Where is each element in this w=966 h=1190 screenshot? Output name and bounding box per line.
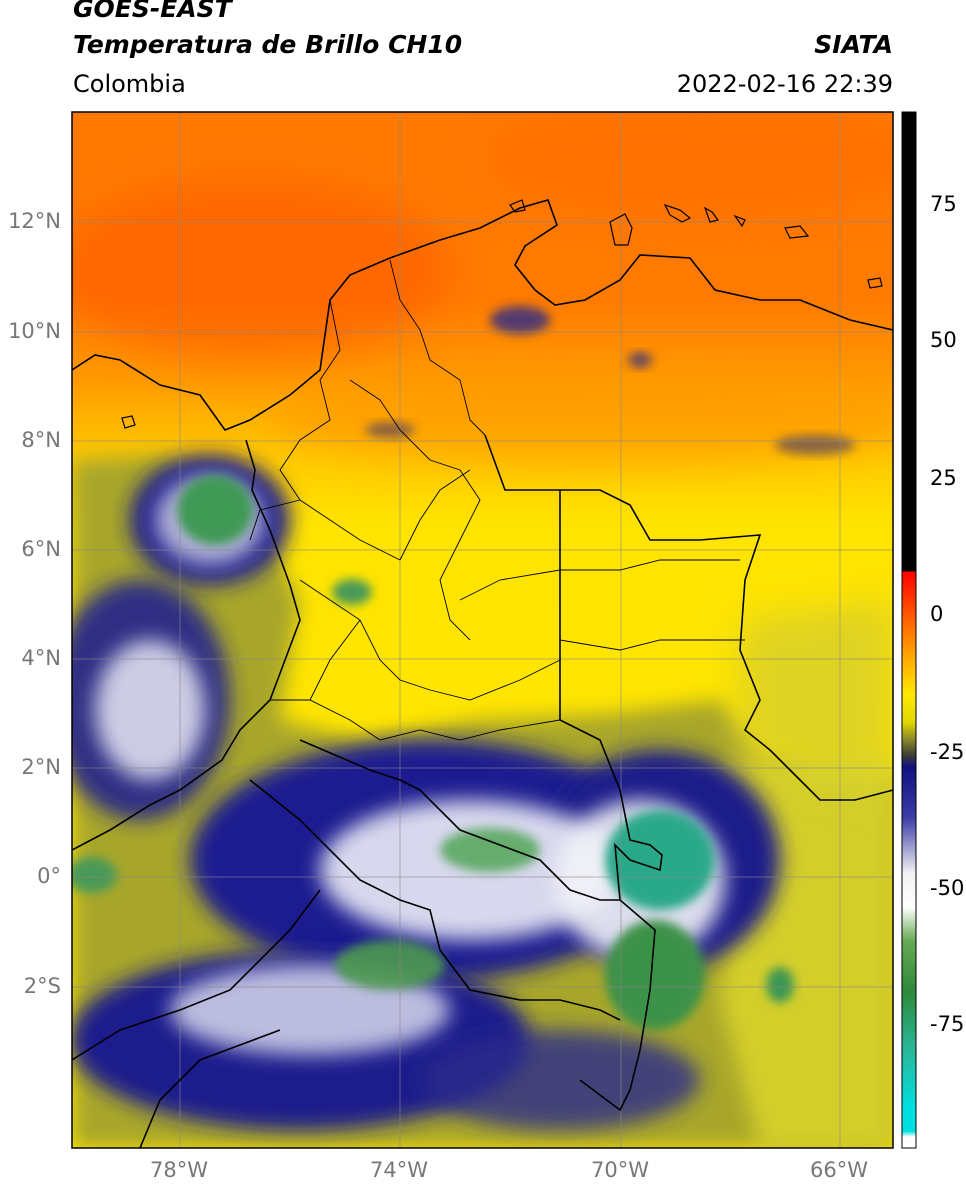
datetime-label: 2022-02-16 22:39 <box>676 70 893 98</box>
colorbar-tick-25: 25 <box>930 466 957 490</box>
colorbar-tick-neg75: -75 <box>930 1012 965 1036</box>
colorbar-tick-0: 0 <box>930 602 944 626</box>
product-title: Temperatura de Brillo CH10 <box>73 30 463 59</box>
lat-label-0: 0° <box>37 864 61 888</box>
lat-label-4n: 4°N <box>21 646 61 670</box>
department-borders <box>249 259 745 741</box>
map-frame <box>71 111 894 1149</box>
lat-label-10n: 10°N <box>8 319 61 343</box>
satellite-title: GOES-EAST <box>73 0 232 23</box>
satellite-imagery <box>72 112 893 1148</box>
lat-label-8n: 8°N <box>21 428 61 452</box>
colorbar <box>901 111 917 1149</box>
region-label: Colombia <box>73 70 186 98</box>
islands <box>121 199 883 429</box>
country-borders <box>72 199 893 1148</box>
colorbar-tick-50: 50 <box>930 328 957 352</box>
lon-label-74w: 74°W <box>370 1158 428 1182</box>
colorbar-tick-75: 75 <box>930 192 957 216</box>
lon-label-66w: 66°W <box>810 1158 868 1182</box>
colorbar-tick-neg25: -25 <box>930 740 965 764</box>
lon-label-70w: 70°W <box>591 1158 649 1182</box>
lon-label-78w: 78°W <box>150 1158 208 1182</box>
lat-label-6n: 6°N <box>21 537 61 561</box>
colorbar-tick-neg50: -50 <box>930 876 965 900</box>
lat-label-12n: 12°N <box>8 209 61 233</box>
lat-label-2s: 2°S <box>23 974 61 998</box>
graticule <box>72 112 893 1148</box>
organization-label: SIATA <box>814 30 893 59</box>
lat-label-2n: 2°N <box>21 755 61 779</box>
